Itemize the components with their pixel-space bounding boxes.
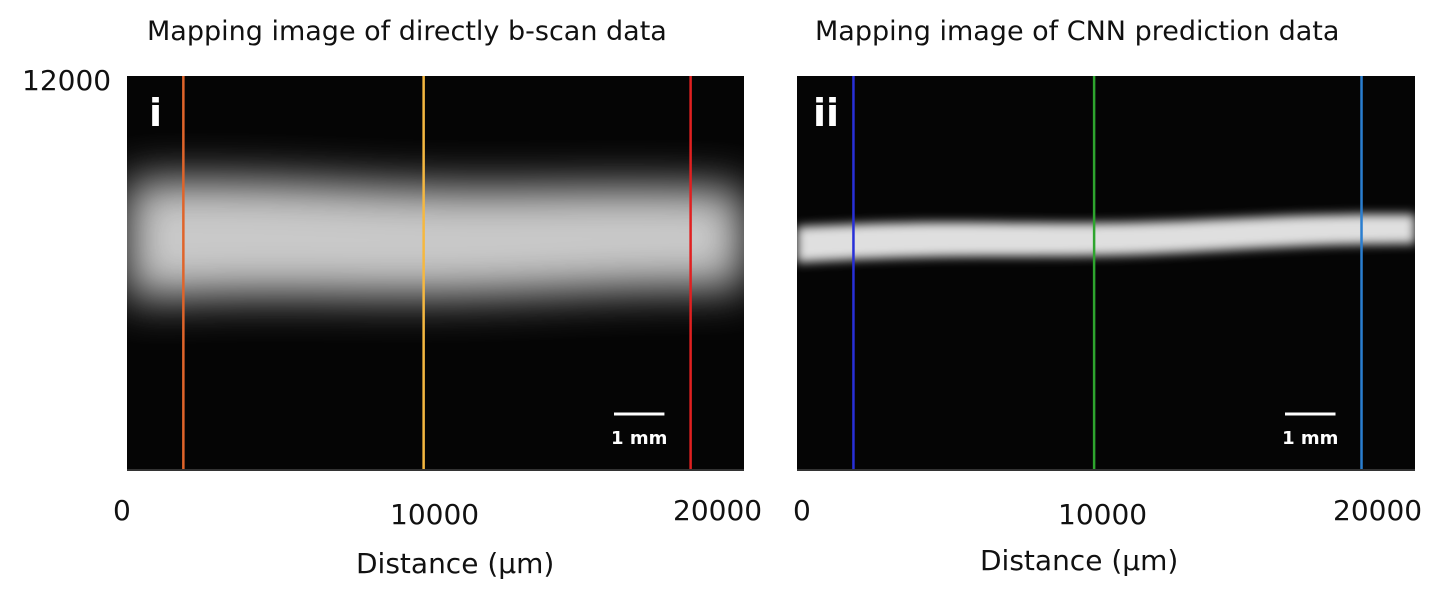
panel-1-title: Mapping image of directly b-scan data: [147, 16, 667, 47]
signal-band-p1: [127, 180, 744, 299]
signal-band-p2: [797, 214, 1415, 263]
x-axis-label-p2: Distance (μm): [980, 544, 1179, 577]
y-tick-label: 12000: [22, 64, 112, 97]
panel-2-title: Mapping image of CNN prediction data: [815, 16, 1340, 47]
x-tick-label-p1-0: 0: [113, 494, 131, 527]
panel-label-p1: i: [149, 91, 162, 135]
scale-bar-label-p2: 1 mm: [1282, 428, 1338, 449]
heatmap-background-p2: [797, 76, 1415, 469]
x-tick-label-p2-0: 0: [793, 494, 811, 527]
panel-label-p2: ii: [813, 91, 839, 135]
x-tick-label-p2-2: 20000: [1333, 494, 1423, 527]
x-tick-label-p2-1: 10000: [1058, 498, 1148, 531]
x-tick-label-p1-2: 20000: [673, 494, 763, 527]
x-axis-label-p1: Distance (μm): [356, 547, 555, 580]
scale-bar-label-p1: 1 mm: [611, 428, 667, 449]
x-tick-label-p1-1: 10000: [390, 498, 480, 531]
